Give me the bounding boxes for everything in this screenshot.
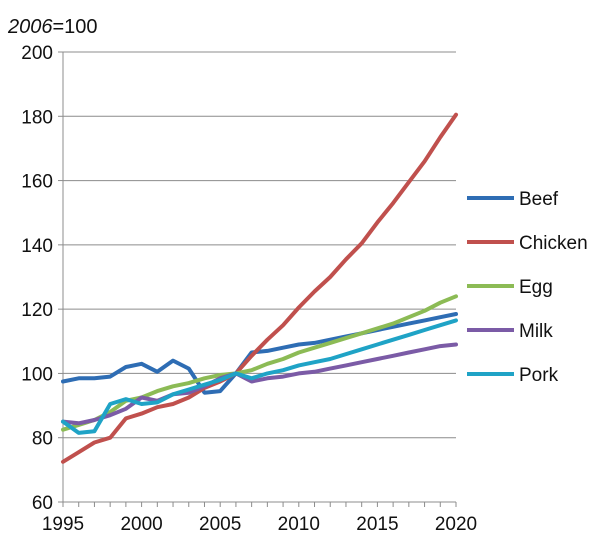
legend-label-milk: Milk xyxy=(519,321,553,342)
x-tick-label-1995: 1995 xyxy=(42,514,84,535)
legend-label-chicken: Chicken xyxy=(519,233,588,254)
x-tick-label-2020: 2020 xyxy=(435,514,477,535)
series-line-beef xyxy=(61,312,458,395)
y-tick-label-100: 100 xyxy=(21,364,53,385)
series-line-pork xyxy=(61,318,458,435)
legend-label-pork: Pork xyxy=(519,365,559,386)
series-lines xyxy=(61,112,458,464)
y-axis-ticks: 60 80 100 120 140 160 180 200 xyxy=(21,43,63,514)
x-tick-label-2000: 2000 xyxy=(120,514,162,535)
unit-label-base-year: 2006 xyxy=(7,16,53,38)
legend-label-egg: Egg xyxy=(519,277,553,298)
y-tick-label-140: 140 xyxy=(21,236,53,257)
x-tick-label-2010: 2010 xyxy=(278,514,320,535)
gridlines xyxy=(63,51,456,439)
y-tick-label-120: 120 xyxy=(21,300,53,321)
y-tick-label-160: 160 xyxy=(21,172,53,193)
legend: Beef Chicken Egg Milk Pork xyxy=(467,189,588,386)
unit-label-index: =100 xyxy=(53,16,98,38)
y-tick-label-60: 60 xyxy=(32,493,53,514)
series-line-milk xyxy=(61,342,458,426)
x-tick-label-2005: 2005 xyxy=(199,514,241,535)
y-tick-label-200: 200 xyxy=(21,43,53,64)
y-tick-label-180: 180 xyxy=(21,107,53,128)
axes xyxy=(62,52,456,503)
x-tick-label-2015: 2015 xyxy=(356,514,398,535)
x-axis-ticks: 1995 2000 2005 2010 2015 2020 xyxy=(42,502,477,535)
y-tick-label-80: 80 xyxy=(32,429,53,450)
legend-label-beef: Beef xyxy=(519,189,559,210)
series-line-chicken xyxy=(61,112,458,464)
unit-label: 2006=100 xyxy=(7,16,98,38)
